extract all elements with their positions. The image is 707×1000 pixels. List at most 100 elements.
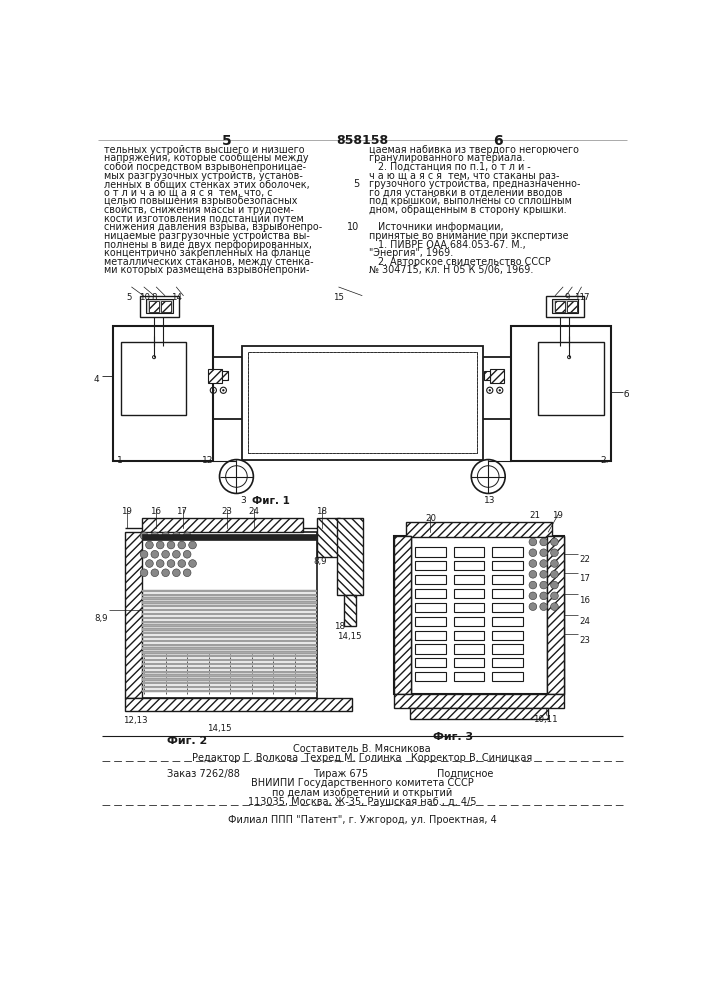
Bar: [141, 518, 303, 532]
Bar: [125, 698, 352, 711]
Bar: [454, 561, 484, 570]
Bar: [141, 690, 317, 692]
Text: 12: 12: [201, 456, 214, 465]
Circle shape: [551, 538, 559, 546]
Bar: [141, 617, 317, 619]
Text: снижения давления взрыва, взрывонепро-: снижения давления взрыва, взрывонепро-: [104, 222, 322, 232]
Circle shape: [151, 569, 158, 577]
Circle shape: [146, 541, 153, 549]
Text: мых разгрузочных устройств, установ-: мых разгрузочных устройств, установ-: [104, 171, 303, 181]
Circle shape: [189, 541, 197, 549]
Text: 6: 6: [493, 134, 503, 148]
Circle shape: [146, 560, 153, 567]
Bar: [511, 326, 612, 461]
Bar: [222, 371, 228, 380]
Bar: [415, 561, 446, 570]
Text: 23: 23: [221, 507, 232, 516]
Circle shape: [167, 560, 175, 567]
Text: 20: 20: [425, 514, 436, 523]
Bar: [125, 532, 141, 698]
Bar: [146, 299, 173, 313]
Bar: [395, 536, 411, 694]
Circle shape: [178, 541, 186, 549]
Text: 16: 16: [579, 596, 590, 605]
Circle shape: [140, 569, 148, 577]
Bar: [248, 352, 477, 453]
Circle shape: [151, 550, 158, 558]
Text: 5: 5: [354, 179, 360, 189]
Text: 19: 19: [552, 511, 563, 520]
Circle shape: [551, 581, 559, 589]
Circle shape: [551, 570, 559, 578]
Bar: [547, 536, 563, 694]
Bar: [415, 672, 446, 681]
Text: 17: 17: [579, 574, 590, 583]
Bar: [395, 536, 411, 694]
Text: 14: 14: [171, 293, 182, 302]
Text: Фиг. 3: Фиг. 3: [433, 732, 473, 742]
Circle shape: [529, 549, 537, 557]
Bar: [454, 603, 484, 612]
Text: 24: 24: [248, 507, 259, 516]
Text: 24: 24: [579, 617, 590, 626]
Circle shape: [489, 389, 491, 391]
Bar: [454, 617, 484, 626]
Bar: [492, 658, 523, 667]
Text: Редактор Г. Волкова  Техред М. Голинка   Корректор В. Синицкая: Редактор Г. Волкова Техред М. Голинка Ко…: [192, 753, 532, 763]
Text: полнены в виде двух перфорированных,: полнены в виде двух перфорированных,: [104, 240, 312, 250]
Text: 18: 18: [334, 622, 345, 631]
Text: 10: 10: [139, 293, 150, 302]
Circle shape: [529, 570, 537, 578]
Bar: [454, 672, 484, 681]
Bar: [141, 644, 317, 646]
Circle shape: [529, 538, 537, 546]
Circle shape: [167, 541, 175, 549]
Text: 858158: 858158: [336, 134, 388, 147]
Bar: [415, 617, 446, 626]
Bar: [121, 342, 187, 415]
Text: дном, обращенным в сторону крышки.: дном, обращенным в сторону крышки.: [369, 205, 566, 215]
Text: 22: 22: [579, 555, 590, 564]
Circle shape: [212, 389, 214, 391]
Bar: [415, 658, 446, 667]
Text: Фиг. 1: Фиг. 1: [252, 496, 290, 506]
Bar: [141, 628, 317, 631]
Circle shape: [189, 560, 197, 567]
Bar: [490, 369, 503, 383]
Bar: [141, 686, 317, 688]
Bar: [395, 694, 563, 708]
Circle shape: [219, 460, 253, 493]
Text: кости изготовления подстанции путем: кости изготовления подстанции путем: [104, 214, 304, 224]
Bar: [454, 658, 484, 667]
Circle shape: [540, 603, 547, 610]
Bar: [492, 575, 523, 584]
Bar: [149, 301, 160, 312]
Bar: [141, 640, 317, 642]
Text: 2. Авторское свидетельство СССР: 2. Авторское свидетельство СССР: [369, 257, 551, 267]
Circle shape: [529, 560, 537, 567]
Bar: [484, 371, 490, 380]
Bar: [454, 631, 484, 640]
Bar: [567, 301, 577, 312]
Bar: [409, 708, 549, 719]
Text: 2.: 2.: [600, 456, 609, 465]
Bar: [141, 605, 317, 607]
Bar: [317, 518, 340, 557]
Circle shape: [140, 550, 148, 558]
Bar: [415, 631, 446, 640]
Text: ВНИИПИ Государственного комитета СССР: ВНИИПИ Государственного комитета СССР: [250, 778, 473, 788]
Text: 16: 16: [150, 507, 161, 516]
Circle shape: [529, 592, 537, 600]
Bar: [141, 659, 317, 661]
Text: Заказ 7262/88: Заказ 7262/88: [167, 769, 240, 779]
Text: 17: 17: [176, 507, 187, 516]
Text: 14,15: 14,15: [337, 632, 361, 641]
Text: тельных устройств высшего и низшего: тельных устройств высшего и низшего: [104, 145, 305, 155]
Text: ленных в общих стенках этих оболочек,: ленных в общих стенках этих оболочек,: [104, 179, 310, 189]
Text: под крышкой, выполнены со сплошным: под крышкой, выполнены со сплошным: [369, 196, 572, 206]
Bar: [141, 590, 317, 592]
Circle shape: [498, 389, 501, 391]
Text: Источники информации,: Источники информации,: [369, 222, 503, 232]
Bar: [141, 678, 317, 681]
Circle shape: [540, 538, 547, 546]
